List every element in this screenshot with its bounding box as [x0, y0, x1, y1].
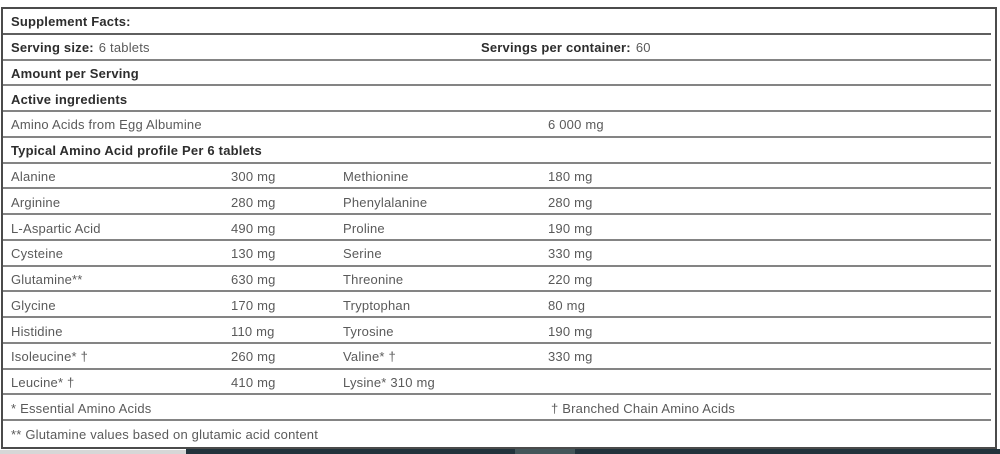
amino-amount: 410 mg [231, 375, 276, 391]
amino-row-isoleucine: Isoleucine* † 260 mg Valine* † 330 mg [3, 344, 995, 370]
page-bottom-strip [0, 449, 1000, 454]
amino-amount: 280 mg [548, 194, 593, 210]
amino-name: Alanine [11, 168, 56, 184]
amino-amount: 80 mg [548, 297, 586, 313]
amino-name: L-Aspartic Acid [11, 220, 101, 236]
amino-row-histidine: Histidine 110 mg Tyrosine 190 mg [3, 318, 995, 344]
amino-name: Leucine* † [11, 375, 75, 391]
amino-row-aspartic: L-Aspartic Acid 490 mg Proline 190 mg [3, 215, 995, 241]
amino-name: Phenylalanine [343, 194, 428, 210]
amino-amount: 220 mg [548, 272, 593, 288]
amino-row-cysteine: Cysteine 130 mg Serine 330 mg [3, 241, 995, 267]
bottom-strip-dark-segment [186, 449, 1000, 454]
amino-name: Glycine [11, 297, 56, 313]
serving-size-label: Serving size: [11, 40, 94, 56]
amino-profile-header: Typical Amino Acid profile Per 6 tablets [11, 143, 262, 159]
active-ingredients-header-row: Active ingredients [3, 86, 995, 112]
amino-row-leucine: Leucine* † 410 mg Lysine* 310 mg [3, 370, 995, 396]
serving-size-value: 6 tablets [98, 40, 150, 56]
amino-amount: 330 mg [548, 246, 593, 262]
amino-amount: 130 mg [231, 246, 276, 262]
amino-name: Cysteine [11, 246, 64, 262]
amount-per-serving-row: Amount per Serving [3, 61, 995, 87]
amino-amount: 180 mg [548, 168, 593, 184]
amino-name: Methionine [343, 168, 409, 184]
amino-profile-header-row: Typical Amino Acid profile Per 6 tablets [3, 138, 995, 164]
amino-name: Tyrosine [343, 323, 394, 339]
amino-name: Valine* † [343, 349, 396, 365]
amino-amount: 190 mg [548, 220, 593, 236]
amino-name: Arginine [11, 194, 61, 210]
supplement-facts-table: Supplement Facts: Serving size: 6 tablets… [1, 7, 997, 449]
active-ingredients-header: Active ingredients [11, 91, 128, 107]
amino-row-alanine: Alanine 300 mg Methionine 180 mg [3, 164, 995, 190]
amino-amount: 330 mg [548, 349, 593, 365]
amino-name: Serine [343, 246, 382, 262]
amino-amount: 300 mg [231, 168, 276, 184]
amino-name: Proline [343, 220, 385, 236]
serving-size-cell: Serving size: 6 tablets [11, 40, 481, 55]
amino-name: Lysine* 310 mg [343, 375, 435, 391]
amino-amount: 190 mg [548, 323, 593, 339]
supplement-facts-title-row: Supplement Facts: [3, 9, 995, 35]
bottom-strip-accent-segment [515, 449, 575, 454]
servings-per-container-value: 60 [635, 40, 651, 56]
amino-name: Tryptophan [343, 297, 411, 313]
footnotes-row: * Essential Amino Acids † Branched Chain… [3, 395, 995, 422]
amino-amount: 110 mg [231, 323, 275, 339]
amino-amount: 280 mg [231, 194, 276, 210]
amino-amount: 490 mg [231, 220, 276, 236]
active-ingredient-amount: 6 000 mg [548, 117, 604, 133]
servings-per-container-cell: Servings per container: 60 [481, 40, 651, 55]
bottom-strip-light-segment [0, 450, 186, 454]
amino-amount: 260 mg [231, 349, 276, 365]
footnote-glutamine: ** Glutamine values based on glutamic ac… [11, 426, 319, 442]
amino-name: Threonine [343, 272, 404, 288]
amino-name: Glutamine** [11, 272, 83, 288]
amino-row-glutamine: Glutamine** 630 mg Threonine 220 mg [3, 267, 995, 293]
footnote-branched-chain: † Branched Chain Amino Acids [551, 400, 736, 416]
supplement-facts-title: Supplement Facts: [11, 14, 131, 30]
amino-name: Isoleucine* † [11, 349, 89, 365]
servings-per-container-label: Servings per container: [481, 40, 631, 56]
amino-row-glycine: Glycine 170 mg Tryptophan 80 mg [3, 292, 995, 318]
active-ingredient-row: Amino Acids from Egg Albumine 6 000 mg [3, 112, 995, 138]
amino-name: Histidine [11, 323, 63, 339]
amount-per-serving-header: Amount per Serving [11, 65, 139, 81]
footnote-glutamine-row: ** Glutamine values based on glutamic ac… [3, 421, 995, 447]
serving-info-row: Serving size: 6 tablets Servings per cont… [3, 35, 995, 61]
footnote-essential: * Essential Amino Acids [11, 400, 152, 416]
amino-row-arginine: Arginine 280 mg Phenylalanine 280 mg [3, 189, 995, 215]
amino-amount: 630 mg [231, 272, 276, 288]
amino-amount: 170 mg [231, 297, 276, 313]
active-ingredient-name: Amino Acids from Egg Albumine [11, 117, 202, 133]
